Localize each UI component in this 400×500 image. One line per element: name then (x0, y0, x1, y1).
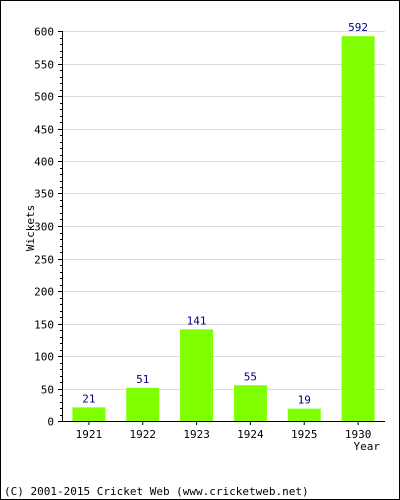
y-tick-label: 0 (47, 416, 54, 429)
data-label: 55 (244, 370, 257, 383)
bar (72, 407, 106, 421)
y-tick-label: 550 (34, 59, 54, 72)
y-tick-label: 350 (34, 188, 54, 201)
y-tick-label: 300 (34, 221, 54, 234)
y-axis: 0 50 100 150 200 250 300 350 400 450 500 550 600 (34, 26, 63, 429)
y-tick-label: 200 (34, 286, 54, 299)
y-tick-label: 400 (34, 156, 54, 169)
x-tick-label: 1925 (291, 428, 318, 441)
data-label: 141 (187, 314, 207, 327)
x-axis: 1921 1922 1923 1924 1925 1930 (62, 421, 385, 441)
bars: 21 51 141 55 19 592 (72, 21, 375, 421)
copyright-footer: (C) 2001-2015 Cricket Web (www.cricketwe… (4, 485, 309, 498)
x-tick-label: 1924 (237, 428, 264, 441)
x-axis-label: Year (354, 440, 381, 453)
y-tick-label: 450 (34, 124, 54, 137)
x-tick-label: 1922 (130, 428, 157, 441)
data-label: 592 (348, 21, 368, 34)
y-tick-label: 500 (34, 91, 54, 104)
y-tick-label: 250 (34, 254, 54, 267)
bar (341, 36, 375, 421)
gridlines (62, 31, 385, 390)
y-axis-label: Wickets (24, 205, 37, 251)
y-tick-label: 100 (34, 351, 54, 364)
bar (287, 408, 321, 421)
bar (233, 385, 267, 421)
y-tick-label: 150 (34, 319, 54, 332)
x-tick-label: 1923 (183, 428, 210, 441)
y-tick-label: 600 (34, 26, 54, 39)
y-tick-label: 50 (41, 384, 54, 397)
x-tick-label: 1921 (76, 428, 103, 441)
bar (126, 387, 160, 421)
data-label: 19 (298, 394, 311, 407)
data-label: 51 (136, 373, 149, 386)
data-label: 21 (82, 392, 95, 405)
bar (180, 329, 214, 421)
x-tick-label: 1930 (345, 428, 372, 441)
